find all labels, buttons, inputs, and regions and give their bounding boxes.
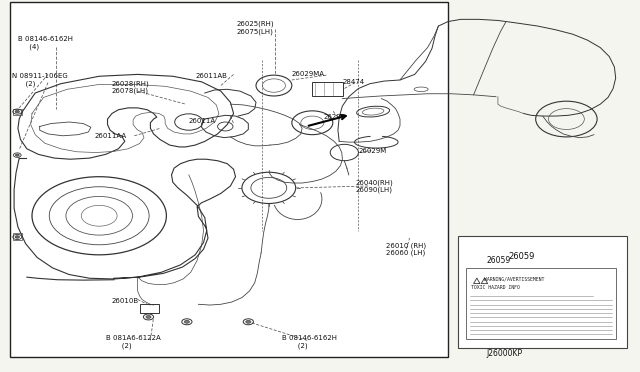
Bar <box>13 233 22 240</box>
Text: 26029MA: 26029MA <box>291 71 324 77</box>
Circle shape <box>15 236 20 238</box>
Bar <box>466 268 616 339</box>
Text: 28474: 28474 <box>342 79 365 85</box>
Text: 26028(RH)
26078(LH): 26028(RH) 26078(LH) <box>112 80 150 94</box>
Text: 26011AB: 26011AB <box>195 73 227 79</box>
Text: B 08146-6162H
       (2): B 08146-6162H (2) <box>282 336 337 349</box>
Circle shape <box>246 320 251 323</box>
Bar <box>13 109 22 115</box>
Circle shape <box>15 110 20 113</box>
Text: 26010B: 26010B <box>112 298 139 304</box>
Text: 26029M: 26029M <box>358 148 387 154</box>
Text: B 081A6-6122A
       (2): B 081A6-6122A (2) <box>106 336 161 349</box>
Text: 26040(RH)
26090(LH): 26040(RH) 26090(LH) <box>355 179 393 193</box>
Bar <box>140 304 159 313</box>
Text: 26025(RH)
26075(LH): 26025(RH) 26075(LH) <box>237 21 275 35</box>
Text: WARNING/AVERTISSEMENT: WARNING/AVERTISSEMENT <box>484 276 544 281</box>
Circle shape <box>15 154 19 156</box>
Text: 26059: 26059 <box>509 252 535 261</box>
Text: N 08911-106EG
      (2): N 08911-106EG (2) <box>12 73 67 87</box>
Bar <box>312 82 343 96</box>
Bar <box>458 236 627 348</box>
Text: 26297: 26297 <box>323 114 346 120</box>
Circle shape <box>184 320 189 323</box>
Text: 26011A: 26011A <box>189 118 216 124</box>
Circle shape <box>146 315 151 318</box>
Text: B 08146-6162H
     (4): B 08146-6162H (4) <box>18 36 73 49</box>
Text: 26059: 26059 <box>486 256 511 265</box>
Bar <box>10 2 448 357</box>
Text: 26011AA: 26011AA <box>95 133 127 139</box>
Text: 26010 (RH)
26060 (LH): 26010 (RH) 26060 (LH) <box>386 242 426 256</box>
Text: TOXIC HAZARD INFO: TOXIC HAZARD INFO <box>471 285 520 290</box>
Text: J26000KP: J26000KP <box>486 349 522 358</box>
